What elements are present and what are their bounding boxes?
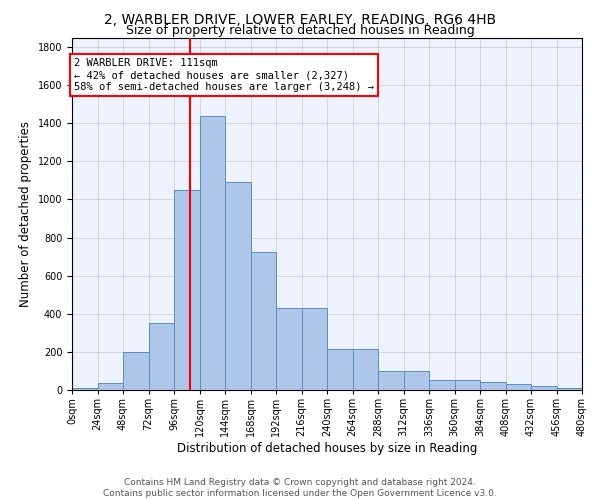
Bar [72, 388, 97, 390]
Text: 2 WARBLER DRIVE: 111sqm
← 42% of detached houses are smaller (2,327)
58% of semi: 2 WARBLER DRIVE: 111sqm ← 42% of detache… [74, 58, 374, 92]
Bar [531, 386, 557, 390]
Bar [174, 190, 199, 390]
Text: Contains HM Land Registry data © Crown copyright and database right 2024.
Contai: Contains HM Land Registry data © Crown c… [103, 478, 497, 498]
Bar [251, 252, 276, 390]
Bar [123, 352, 149, 390]
Bar [276, 308, 302, 390]
Bar [455, 380, 480, 390]
Bar [199, 116, 225, 390]
Bar [225, 182, 251, 390]
Bar [149, 324, 174, 390]
Bar [557, 388, 582, 390]
Bar [353, 349, 378, 390]
Y-axis label: Number of detached properties: Number of detached properties [19, 120, 32, 306]
Bar [480, 382, 505, 390]
Bar [302, 308, 327, 390]
Bar [505, 384, 531, 390]
Bar [378, 371, 404, 390]
Bar [404, 371, 429, 390]
Bar [327, 349, 353, 390]
X-axis label: Distribution of detached houses by size in Reading: Distribution of detached houses by size … [177, 442, 477, 455]
Text: 2, WARBLER DRIVE, LOWER EARLEY, READING, RG6 4HB: 2, WARBLER DRIVE, LOWER EARLEY, READING,… [104, 12, 496, 26]
Bar [97, 384, 123, 390]
Bar [429, 380, 455, 390]
Text: Size of property relative to detached houses in Reading: Size of property relative to detached ho… [125, 24, 475, 37]
